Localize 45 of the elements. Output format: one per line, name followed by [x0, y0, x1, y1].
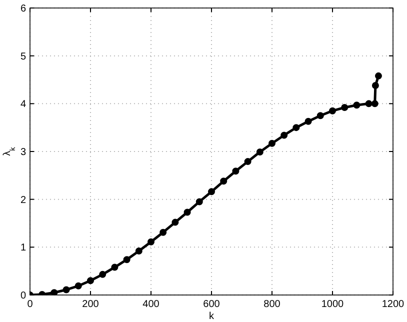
- x-tick-label: 400: [142, 299, 160, 310]
- point: [292, 124, 300, 132]
- y-tick-label: 2: [20, 194, 26, 206]
- point: [148, 238, 154, 246]
- point: [87, 277, 94, 284]
- point: [62, 286, 70, 294]
- y-tick-label: 5: [20, 51, 26, 62]
- point: [374, 72, 382, 80]
- point: [329, 107, 336, 114]
- y-tick-label: 6: [20, 4, 26, 14]
- x-tick-label: 0: [27, 299, 34, 310]
- point: [268, 140, 276, 147]
- point: [316, 112, 324, 120]
- point: [372, 82, 379, 89]
- x-tick-label: 200: [82, 299, 100, 310]
- point: [232, 168, 240, 175]
- y-tick-label: 0: [20, 290, 26, 302]
- x-tick-label: 1200: [382, 299, 405, 310]
- point: [256, 148, 264, 156]
- x-tick-label: 1000: [321, 299, 344, 310]
- point: [160, 228, 167, 236]
- x-tick-label: 600: [203, 299, 220, 310]
- point: [280, 132, 288, 139]
- point: [74, 282, 82, 290]
- point: [353, 102, 360, 109]
- point: [371, 100, 378, 108]
- point: [50, 289, 58, 295]
- point: [111, 264, 118, 271]
- point: [304, 118, 312, 125]
- point: [244, 158, 252, 166]
- point: [365, 100, 372, 108]
- point: [341, 104, 348, 111]
- point: [99, 270, 106, 278]
- point: [220, 178, 228, 185]
- point: [123, 256, 130, 264]
- y-tick-label: 4: [20, 99, 26, 110]
- point: [196, 198, 203, 206]
- x-axis-title: k: [209, 311, 215, 322]
- point: [208, 188, 215, 196]
- point: [172, 218, 179, 226]
- point: [135, 247, 142, 254]
- y-tick-label: 3: [20, 147, 26, 158]
- x-tick-label: 800: [264, 299, 281, 310]
- y-tick-label: 1: [20, 242, 26, 254]
- point: [184, 208, 191, 216]
